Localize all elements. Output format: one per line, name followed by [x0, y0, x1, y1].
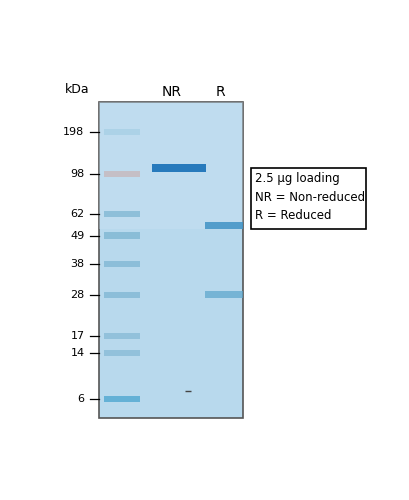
Bar [104, 396, 140, 402]
Bar [99, 102, 243, 418]
Bar [99, 102, 243, 228]
Text: 198: 198 [63, 126, 84, 136]
Text: kDa: kDa [65, 83, 90, 96]
Text: 17: 17 [70, 330, 84, 340]
Bar [104, 292, 140, 298]
Bar [104, 350, 140, 356]
Bar [204, 292, 243, 298]
Bar [104, 128, 140, 134]
Text: 38: 38 [70, 259, 84, 269]
Text: NR: NR [161, 86, 181, 100]
Text: 14: 14 [70, 348, 84, 358]
Bar [104, 261, 140, 267]
Text: 6: 6 [77, 394, 84, 404]
Text: 49: 49 [70, 230, 84, 240]
Text: 62: 62 [70, 209, 84, 219]
Bar [104, 211, 140, 217]
Text: R: R [215, 86, 225, 100]
Bar [104, 171, 140, 177]
Text: 28: 28 [70, 290, 84, 300]
Bar [251, 168, 365, 230]
Bar [104, 332, 140, 338]
Bar [152, 164, 206, 172]
Bar [204, 222, 243, 230]
Text: 2.5 μg loading
NR = Non-reduced
R = Reduced: 2.5 μg loading NR = Non-reduced R = Redu… [254, 172, 364, 222]
Text: 98: 98 [70, 169, 84, 179]
Bar [104, 232, 140, 238]
